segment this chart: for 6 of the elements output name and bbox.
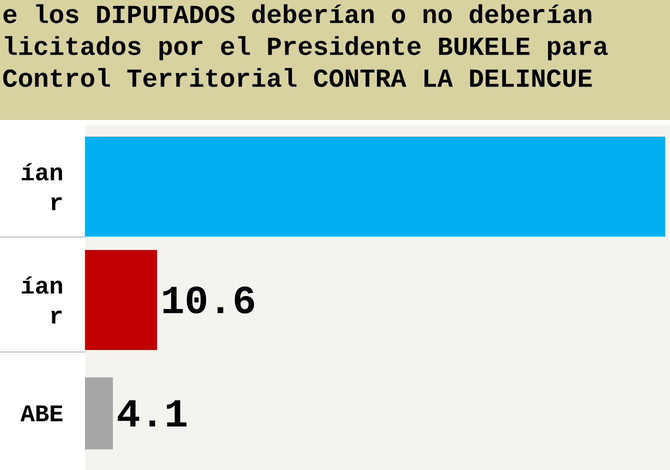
y-tick-label: ían r	[22, 163, 62, 210]
y-tick-label: ABE	[20, 405, 63, 422]
data-label: 4.1	[118, 400, 186, 426]
y-tick-label: ían r	[22, 276, 62, 324]
chart-title: e los DIPUTADOS deberían o no deberían licitados por el Presidente BUKELE para Control Territorial CONTRA LA DELINCUE	[3, 4, 608, 87]
data-label: 10.6	[163, 286, 254, 314]
